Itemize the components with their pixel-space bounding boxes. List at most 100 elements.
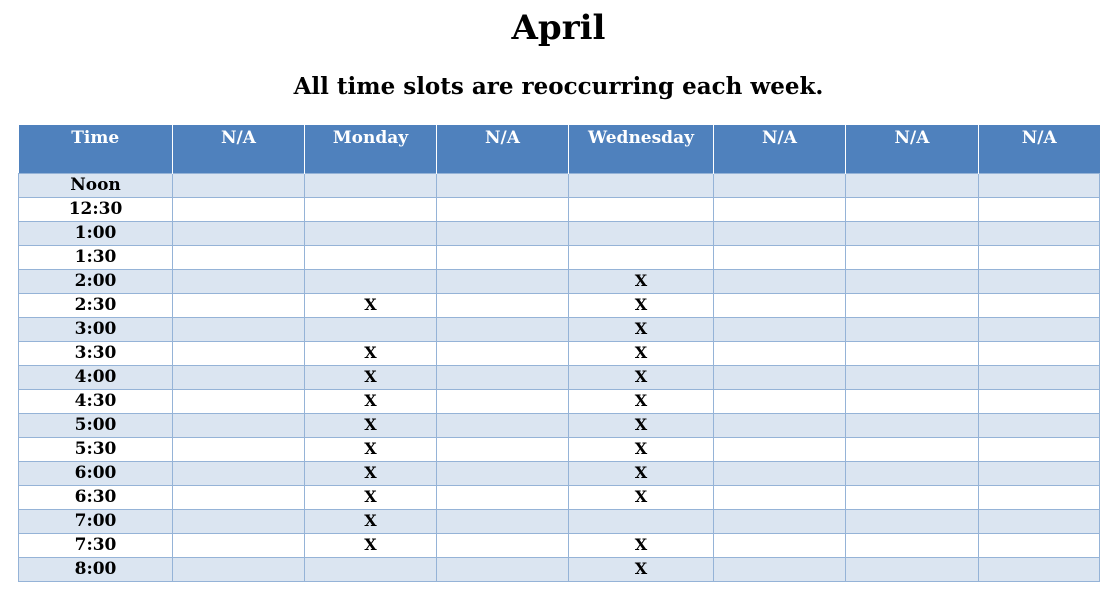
- table-row: 7:30 X X: [18, 532, 1100, 558]
- slot-cell: [172, 220, 305, 246]
- slot-cell: [172, 508, 305, 534]
- slot-cell: [568, 196, 714, 222]
- slot-cell: [845, 532, 979, 558]
- slot-cell: [713, 508, 846, 534]
- slot-cell: [172, 484, 305, 510]
- slot-cell: [978, 196, 1100, 222]
- time-cell: 6:30: [18, 484, 173, 510]
- slot-cell: [172, 460, 305, 486]
- slot-cell: [172, 196, 305, 222]
- table-row: 7:00 X: [18, 508, 1100, 534]
- time-cell: 2:30: [18, 292, 173, 318]
- table-body: Noon 12:30 1:00 1:30 2:00 X 2:30 X X 3:00 X 3:30 X X 4…: [18, 172, 1100, 582]
- slot-cell: [568, 172, 714, 198]
- time-cell: 12:30: [18, 196, 173, 222]
- slot-cell: [978, 460, 1100, 486]
- slot-cell: [172, 244, 305, 270]
- slot-cell: [172, 364, 305, 390]
- slot-cell: [845, 292, 979, 318]
- slot-cell: [978, 340, 1100, 366]
- slot-cell: [436, 364, 569, 390]
- slot-cell: [978, 556, 1100, 582]
- slot-cell: [172, 532, 305, 558]
- column-header: N/A: [845, 125, 979, 173]
- slot-cell: X: [304, 436, 437, 462]
- slot-cell: [845, 436, 979, 462]
- table-row: 4:00 X X: [18, 364, 1100, 390]
- time-cell: 1:30: [18, 244, 173, 270]
- slot-cell: X: [568, 340, 714, 366]
- time-cell: 3:30: [18, 340, 173, 366]
- slot-cell: [568, 508, 714, 534]
- slot-cell: [713, 364, 846, 390]
- slot-cell: [845, 364, 979, 390]
- slot-cell: [436, 556, 569, 582]
- slot-cell: [304, 556, 437, 582]
- slot-cell: [568, 220, 714, 246]
- slot-cell: X: [304, 412, 437, 438]
- slot-cell: [978, 220, 1100, 246]
- table-row: 2:30 X X: [18, 292, 1100, 318]
- slot-cell: [845, 412, 979, 438]
- slot-cell: [713, 220, 846, 246]
- time-cell: 4:30: [18, 388, 173, 414]
- slot-cell: [436, 244, 569, 270]
- slot-cell: [436, 436, 569, 462]
- time-cell: 3:00: [18, 316, 173, 342]
- table-row: 8:00 X: [18, 556, 1100, 582]
- slot-cell: X: [568, 556, 714, 582]
- slot-cell: [845, 340, 979, 366]
- slot-cell: [172, 268, 305, 294]
- time-cell: 7:00: [18, 508, 173, 534]
- slot-cell: [978, 364, 1100, 390]
- table-row: 12:30: [18, 196, 1100, 222]
- table-row: 5:00 X X: [18, 412, 1100, 438]
- page-subtitle: All time slots are reoccurring each week…: [293, 73, 824, 100]
- slot-cell: [304, 268, 437, 294]
- table-row: Noon: [18, 172, 1100, 198]
- time-cell: 7:30: [18, 532, 173, 558]
- slot-cell: [304, 316, 437, 342]
- slot-cell: [713, 484, 846, 510]
- slot-cell: X: [304, 292, 437, 318]
- column-header: N/A: [713, 125, 846, 173]
- table-row: 1:00: [18, 220, 1100, 246]
- slot-cell: X: [568, 412, 714, 438]
- slot-cell: [845, 388, 979, 414]
- column-header: N/A: [978, 125, 1100, 173]
- slot-cell: [713, 460, 846, 486]
- slot-cell: [713, 532, 846, 558]
- slot-cell: X: [568, 316, 714, 342]
- slot-cell: [713, 340, 846, 366]
- slot-cell: X: [568, 364, 714, 390]
- column-header: Monday: [304, 125, 437, 173]
- slot-cell: [978, 292, 1100, 318]
- slot-cell: [172, 172, 305, 198]
- time-cell: 2:00: [18, 268, 173, 294]
- column-header: Time: [18, 125, 173, 173]
- slot-cell: [172, 292, 305, 318]
- slot-cell: [172, 388, 305, 414]
- slot-cell: [436, 268, 569, 294]
- slot-cell: [436, 220, 569, 246]
- time-cell: 8:00: [18, 556, 173, 582]
- slot-cell: [713, 244, 846, 270]
- time-cell: 1:00: [18, 220, 173, 246]
- slot-cell: [845, 220, 979, 246]
- slot-cell: [845, 508, 979, 534]
- time-cell: Noon: [18, 172, 173, 198]
- column-header: N/A: [436, 125, 569, 173]
- slot-cell: [713, 388, 846, 414]
- table-row: 4:30 X X: [18, 388, 1100, 414]
- slot-cell: X: [568, 436, 714, 462]
- table-row: 6:00 X X: [18, 460, 1100, 486]
- slot-cell: X: [304, 364, 437, 390]
- slot-cell: [978, 436, 1100, 462]
- page-title: April: [511, 8, 606, 48]
- slot-cell: [845, 556, 979, 582]
- slot-cell: [436, 172, 569, 198]
- slot-cell: [845, 196, 979, 222]
- slot-cell: [713, 196, 846, 222]
- schedule-table: Time N/A Monday N/A Wednesday N/A N/A N/A Noon 1…: [18, 125, 1100, 582]
- table-row: 3:00 X: [18, 316, 1100, 342]
